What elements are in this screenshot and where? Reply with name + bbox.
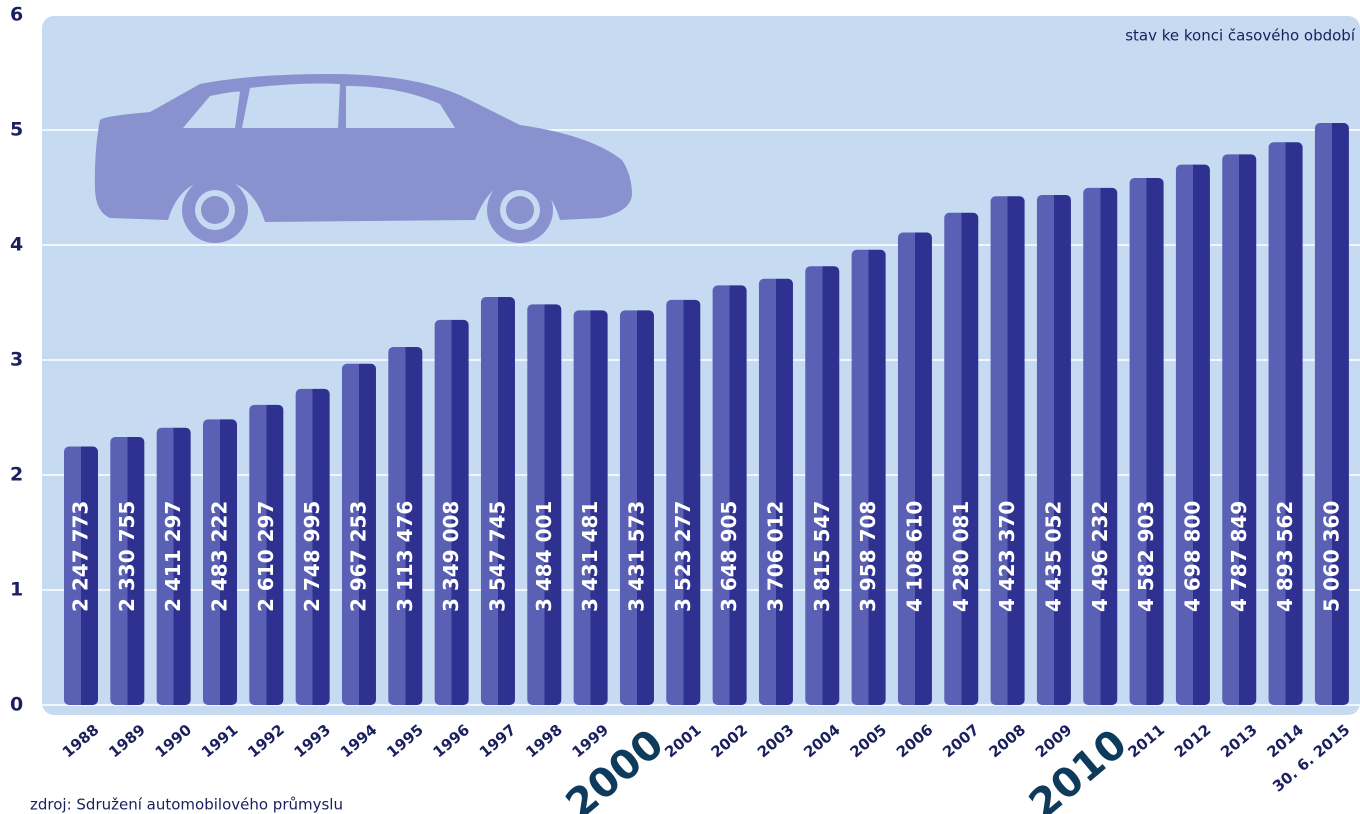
y-tick-label: 4 bbox=[10, 234, 23, 256]
value-label: 2 967 253 bbox=[346, 501, 370, 612]
x-tick-label: 1995 bbox=[383, 721, 427, 762]
source: zdroj: Sdružení automobilového průmyslu bbox=[30, 796, 343, 814]
value-label: 4 496 232 bbox=[1088, 501, 1112, 612]
x-tick-label: 1992 bbox=[244, 721, 288, 762]
value-label: 3 431 481 bbox=[578, 501, 602, 612]
value-label: 4 893 562 bbox=[1273, 501, 1297, 612]
x-tick-label: 2007 bbox=[939, 721, 983, 762]
annotation: stav ke konci časového období bbox=[1125, 27, 1356, 45]
value-label: 3 523 277 bbox=[671, 501, 695, 612]
x-tick-label: 1993 bbox=[291, 721, 335, 762]
x-tick-label: 2011 bbox=[1125, 721, 1169, 762]
bar bbox=[991, 196, 1025, 705]
x-tick-label: 1990 bbox=[152, 721, 196, 762]
y-tick-label: 0 bbox=[10, 694, 23, 716]
y-tick-label: 2 bbox=[10, 464, 23, 486]
x-tick-label: 2012 bbox=[1171, 721, 1215, 762]
value-label: 2 610 297 bbox=[254, 501, 278, 612]
bar bbox=[805, 266, 839, 705]
bar bbox=[944, 213, 978, 705]
value-label: 3 815 547 bbox=[810, 501, 834, 612]
bar bbox=[1037, 195, 1071, 705]
value-label: 3 648 905 bbox=[717, 501, 741, 612]
bar bbox=[1083, 188, 1117, 705]
value-label: 4 787 849 bbox=[1227, 501, 1251, 612]
x-tick-label: 2002 bbox=[708, 721, 752, 762]
y-tick-label: 5 bbox=[10, 119, 23, 141]
y-tick-label: 1 bbox=[10, 579, 23, 601]
bar bbox=[852, 250, 886, 705]
value-label: 4 582 903 bbox=[1134, 501, 1158, 612]
bar bbox=[1130, 178, 1164, 705]
bar bbox=[1176, 165, 1210, 705]
x-tick-label: 2013 bbox=[1217, 721, 1261, 762]
x-tick-label: 1996 bbox=[430, 721, 474, 762]
x-tick-label: 1988 bbox=[59, 721, 103, 762]
value-label: 5 060 360 bbox=[1319, 501, 1343, 612]
x-tick-label: 2006 bbox=[893, 721, 937, 762]
value-label: 3 706 012 bbox=[763, 501, 787, 612]
value-label: 3 113 476 bbox=[393, 501, 417, 612]
value-label: 3 349 008 bbox=[439, 501, 463, 612]
x-tick-label: 2005 bbox=[847, 721, 891, 762]
y-tick-label: 6 bbox=[10, 4, 23, 26]
x-tick-label: 2010 bbox=[1021, 721, 1136, 814]
value-label: 4 435 052 bbox=[1041, 501, 1065, 612]
value-label: 4 698 800 bbox=[1180, 501, 1204, 612]
value-label: 2 247 773 bbox=[69, 501, 93, 612]
value-label: 4 108 610 bbox=[902, 501, 926, 612]
value-label: 2 483 222 bbox=[207, 501, 231, 612]
x-tick-label: 1997 bbox=[476, 721, 520, 762]
x-tick-label: 1994 bbox=[337, 721, 381, 762]
x-tick-label: 2000 bbox=[558, 721, 673, 814]
chart: stav ke konci časového období zdroj: Sdr… bbox=[0, 0, 1360, 814]
bar bbox=[1315, 123, 1349, 705]
bar bbox=[713, 285, 747, 705]
value-label: 2 330 755 bbox=[115, 501, 139, 612]
bar bbox=[898, 233, 932, 705]
bar bbox=[1222, 154, 1256, 705]
value-label: 3 484 001 bbox=[532, 501, 556, 612]
value-label: 3 958 708 bbox=[856, 501, 880, 612]
bar bbox=[1269, 142, 1303, 705]
x-tick-label: 1989 bbox=[105, 721, 149, 762]
x-tick-label: 2003 bbox=[754, 721, 798, 762]
x-tick-label: 2001 bbox=[661, 721, 705, 762]
bar bbox=[759, 279, 793, 705]
value-label: 4 423 370 bbox=[995, 501, 1019, 612]
x-tick-label: 2008 bbox=[986, 721, 1030, 762]
x-tick-label: 1991 bbox=[198, 721, 242, 762]
x-tick-label: 2004 bbox=[800, 721, 844, 762]
value-label: 2 411 297 bbox=[161, 501, 185, 612]
value-label: 4 280 081 bbox=[949, 501, 973, 612]
x-tick-label: 1998 bbox=[522, 721, 566, 762]
value-label: 3 547 745 bbox=[485, 501, 509, 612]
value-label: 3 431 573 bbox=[624, 501, 648, 612]
y-tick-label: 3 bbox=[10, 349, 23, 371]
value-label: 2 748 995 bbox=[300, 501, 324, 612]
